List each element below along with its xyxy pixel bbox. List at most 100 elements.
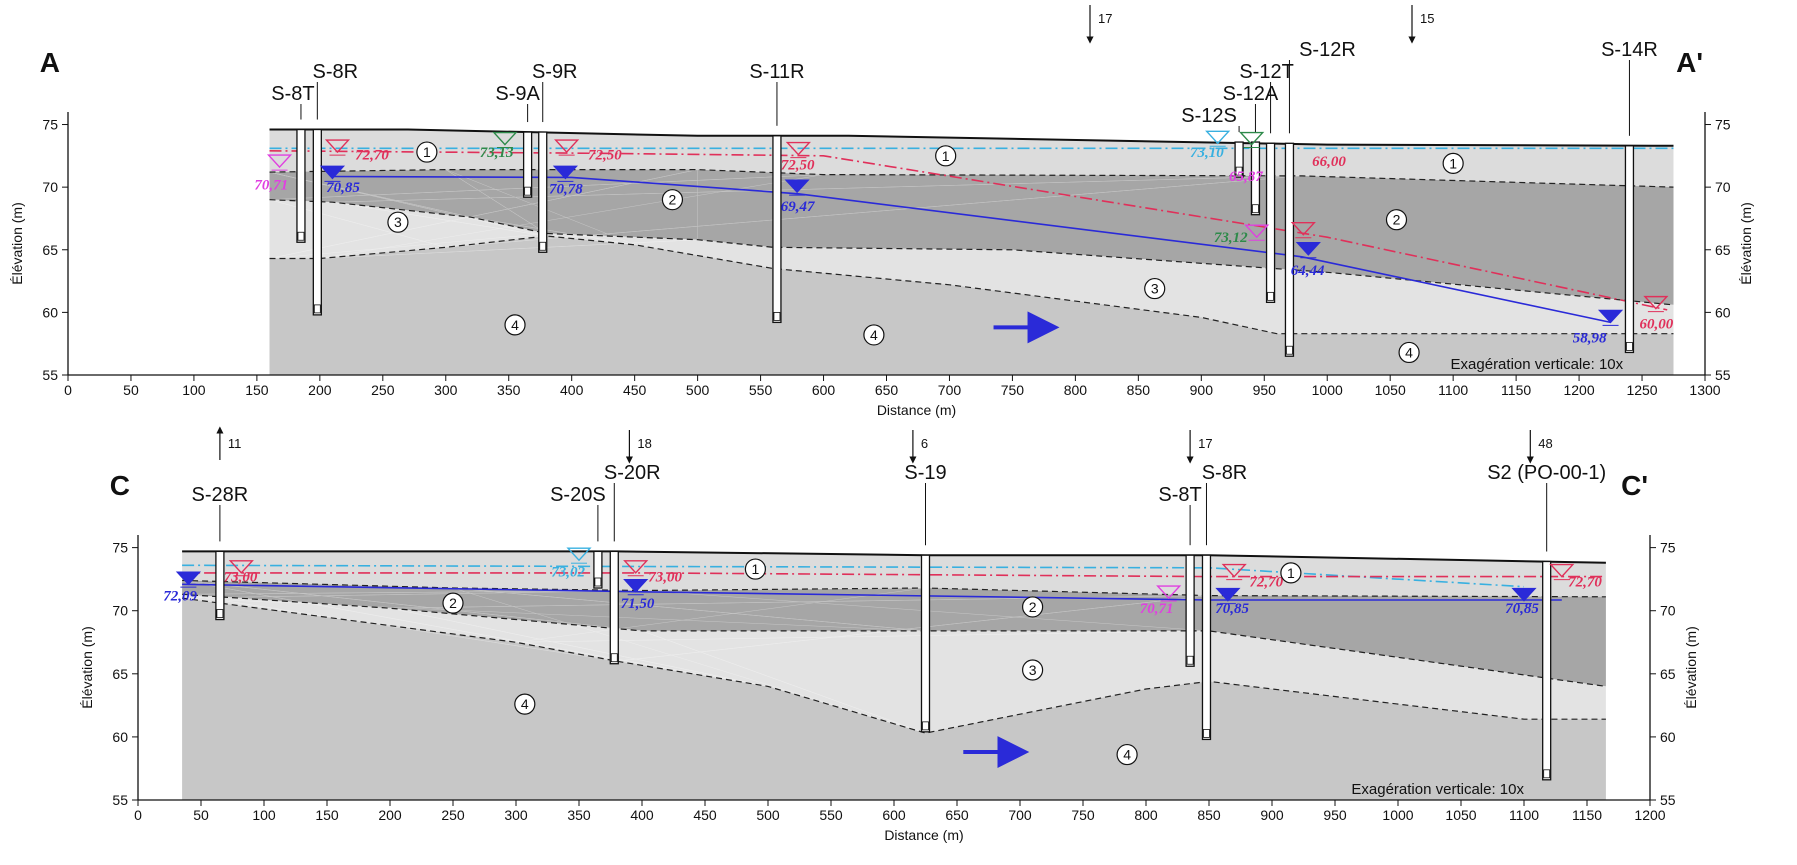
- mesh-line: [641, 630, 926, 734]
- y-tick-label-left: 75: [42, 117, 58, 133]
- well-screen: [297, 231, 305, 241]
- x-tick-label: 1100: [1509, 807, 1539, 823]
- x-tick-label: 400: [560, 382, 584, 398]
- x-tick-label: 200: [378, 807, 402, 823]
- water-level-value: 72,70: [355, 148, 389, 164]
- unit-number-circle: [442, 592, 464, 614]
- well-casing: [1201, 554, 1212, 741]
- y-tick-label-right: 65: [1715, 242, 1731, 258]
- x-tick-label: 600: [882, 807, 906, 823]
- well-s-12t: S-12T: [1239, 61, 1294, 304]
- x-tick-label: 550: [749, 382, 773, 398]
- regional-flow-arrow: 48: [1526, 430, 1553, 464]
- well-screen: [313, 304, 321, 314]
- y-tick-label-right: 75: [1715, 117, 1731, 133]
- unit-number-circle: [504, 314, 526, 336]
- well-label: S-20S: [550, 484, 606, 506]
- well-s-9a: S-9A: [495, 83, 541, 198]
- unit-number-circle: [744, 558, 767, 580]
- water-level-value: 70,85: [326, 180, 360, 196]
- contact-line-2: [182, 593, 1606, 687]
- well-s-8t: S-8T: [1158, 484, 1202, 667]
- well-casing: [593, 550, 603, 589]
- x-tick-label: 950: [1253, 382, 1277, 398]
- well-screen: [1235, 166, 1243, 176]
- x-tick-label: 800: [1134, 807, 1158, 823]
- well-screen: [1267, 291, 1274, 301]
- water-level-marker-magenta: [266, 154, 293, 169]
- water-level-marker-red: [1290, 222, 1316, 236]
- mesh-line: [182, 590, 643, 599]
- mesh-line: [319, 239, 698, 259]
- x-tick-label: 500: [756, 807, 780, 823]
- mesh-line: [182, 580, 643, 632]
- x-tick-label: 150: [315, 807, 339, 823]
- water-level-value: 64,44: [1291, 263, 1325, 279]
- well-casing: [1624, 145, 1635, 354]
- unit-number: 4: [870, 327, 878, 343]
- water-level-marker-cyan: [1205, 130, 1231, 145]
- water-level-marker-green: [492, 131, 518, 146]
- layer-unit-2: [182, 580, 1606, 687]
- unit-number: 2: [669, 192, 677, 208]
- contact-line-2: [269, 199, 1674, 306]
- well-screen: [773, 311, 781, 321]
- well-s-20r: S-20R: [604, 462, 661, 665]
- mesh-line: [641, 630, 926, 734]
- unit-number: 4: [521, 696, 529, 712]
- x-tick-label: 100: [252, 807, 276, 823]
- well-label: S-12S: [1181, 105, 1237, 127]
- x-tick-label: 250: [371, 382, 395, 398]
- regional-flow-arrow: 17: [1086, 5, 1112, 44]
- mesh-line: [445, 169, 547, 234]
- flow-arrow-value: 17: [1198, 436, 1212, 451]
- layer-unit-3: [269, 199, 1674, 334]
- water-level-value: 72,70: [1249, 575, 1283, 591]
- water-level-marker-blue: [552, 165, 578, 180]
- unit-number-circle: [1144, 277, 1166, 300]
- y-axis-title-left: Élévation (m): [79, 626, 95, 708]
- layer-unit-1: [269, 129, 1674, 188]
- unit-number: 1: [1287, 565, 1295, 581]
- water-level-value: 70,85: [1505, 601, 1539, 617]
- unit-number: 1: [1449, 155, 1457, 171]
- piezometric-line-red: [269, 150, 1668, 311]
- vertical-exaggeration-note: Exagération verticale: 10x: [1351, 781, 1524, 798]
- flow-arrow-value: 17: [1098, 11, 1112, 26]
- water-level-value: 58,98: [1573, 330, 1607, 346]
- water-level-value: 70,85: [1215, 601, 1249, 617]
- water-level-marker-cyan: [566, 547, 592, 562]
- mesh-line: [616, 595, 1210, 662]
- y-tick-label-left: 65: [112, 666, 128, 682]
- x-tick-label: 700: [938, 382, 962, 398]
- water-level-marker-blue: [175, 571, 201, 586]
- water-level-marker-green: [1239, 131, 1265, 146]
- x-tick-label: 750: [1001, 382, 1025, 398]
- x-tick-label: 50: [193, 807, 209, 823]
- well-label: S-12T: [1239, 61, 1293, 83]
- mesh-line: [332, 175, 1303, 203]
- water-level-value: 71,50: [621, 596, 655, 612]
- unit-number-circle: [1021, 596, 1044, 618]
- y-tick-label-right: 55: [1660, 792, 1676, 808]
- mesh-line: [269, 169, 698, 259]
- layer-unit-4: [182, 598, 1606, 800]
- regional-flow-arrow: 6: [909, 430, 928, 464]
- well-label: S-8R: [1202, 462, 1248, 484]
- x-tick-label: 200: [308, 382, 332, 398]
- mesh-line: [515, 587, 926, 643]
- well-screen: [524, 186, 532, 196]
- vertical-exaggeration-note: Exagération verticale: 10x: [1451, 356, 1624, 373]
- y-tick-label-right: 70: [1660, 603, 1676, 619]
- x-tick-label: 1000: [1312, 382, 1343, 398]
- mesh-line: [470, 216, 635, 245]
- water-level-value: 60,00: [1640, 317, 1674, 333]
- x-tick-label: 1200: [1634, 807, 1665, 823]
- water-level-value: 72,50: [588, 148, 622, 164]
- unit-number: 3: [1151, 281, 1159, 297]
- x-axis-title: Distance (m): [877, 402, 956, 418]
- well-casing: [1284, 142, 1295, 357]
- water-level-marker-red: [1221, 563, 1247, 578]
